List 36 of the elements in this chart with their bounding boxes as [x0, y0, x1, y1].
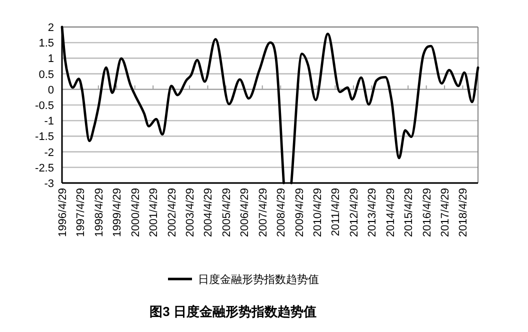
x-tick-label: 2014/4/29	[384, 188, 397, 237]
y-tick-label: -2	[44, 146, 54, 159]
x-tick-label: 2007/4/29	[257, 188, 270, 237]
x-tick-label: 2013/4/29	[366, 188, 379, 237]
x-tick-label: 2015/4/29	[403, 188, 416, 237]
x-tick-label: 1998/4/29	[93, 188, 106, 237]
x-tick-label: 2018/4/29	[458, 188, 470, 237]
legend-label: 日度金融形势指数趋势值	[198, 273, 319, 286]
x-tick-label: 2017/4/29	[440, 188, 452, 237]
x-tick-label: 1996/4/29	[57, 188, 69, 237]
x-tick-label: 2001/4/29	[148, 188, 160, 237]
y-tick-label: 0	[48, 84, 54, 96]
x-tick-label: 1997/4/29	[75, 188, 88, 237]
text: 图3 日度金融形势指数趋势值	[150, 304, 316, 319]
y-tick-label: 1	[48, 53, 54, 66]
y-tick-label: 0.5	[38, 68, 54, 81]
x-tick-label: 2011/4/29	[330, 188, 342, 236]
y-tick-label: -1.5	[35, 131, 54, 144]
y-tick-label: 1.5	[38, 38, 54, 50]
x-tick-label: 2004/4/29	[202, 188, 215, 237]
x-tick-label: 2006/4/29	[239, 188, 252, 237]
x-tick-label: 2016/4/29	[421, 188, 434, 237]
x-tick-label: 2002/4/29	[166, 188, 178, 237]
y-tick-label: -3	[44, 178, 54, 190]
x-tick-label: 2003/4/29	[184, 188, 196, 237]
x-tick-label: 2008/4/29	[276, 188, 288, 237]
y-tick-label: 2	[48, 22, 54, 34]
x-tick-label: 2000/4/29	[130, 188, 142, 237]
y-tick-label: -0.5	[35, 100, 54, 112]
x-tick-label: 1999/4/29	[112, 188, 124, 237]
x-tick-label: 2012/4/29	[348, 188, 360, 237]
x-tick-label: 2009/4/29	[294, 188, 306, 237]
y-tick-label: -1	[44, 116, 54, 128]
y-tick-label: -2.5	[35, 162, 54, 174]
x-tick-label: 2005/4/29	[220, 188, 233, 237]
x-tick-label: 2010/4/29	[312, 188, 324, 237]
